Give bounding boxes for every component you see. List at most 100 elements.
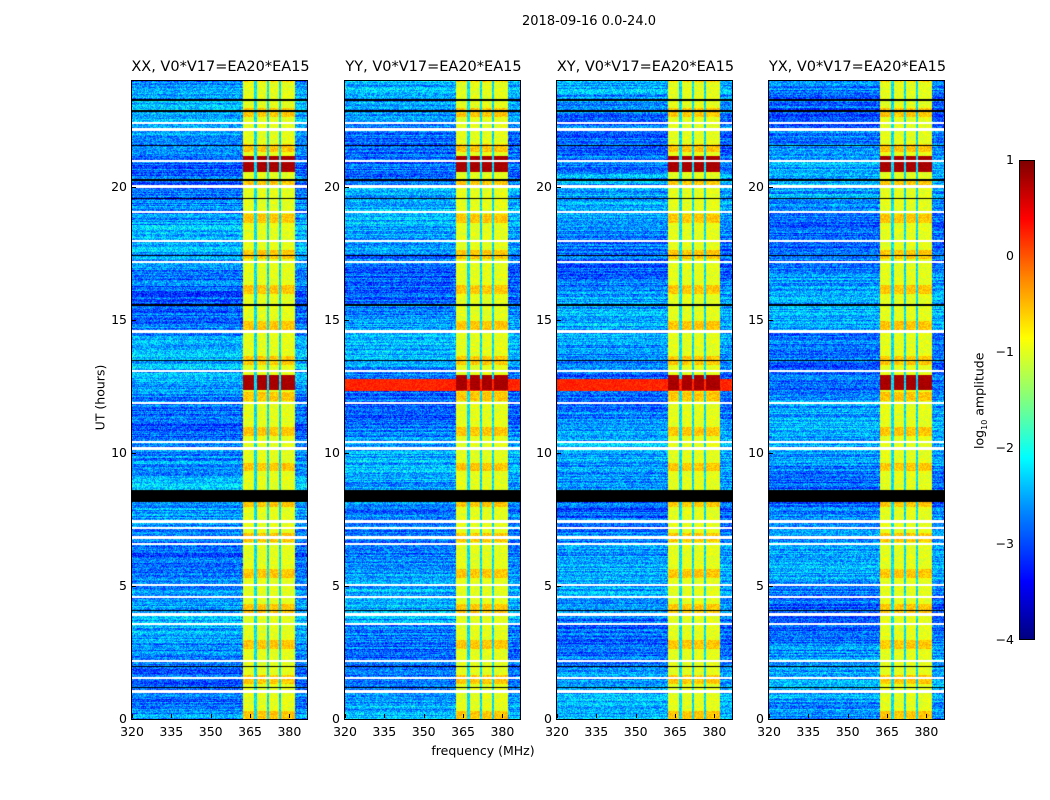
y-tick-label: 5 <box>332 578 340 594</box>
x-tick-mark <box>132 714 133 718</box>
y-tick-label: 20 <box>748 179 764 195</box>
x-tick-mark <box>423 714 425 718</box>
x-tick-label: 335 <box>372 724 397 739</box>
y-tick-label: 15 <box>111 312 127 328</box>
y-tick-mark <box>345 453 349 455</box>
panel-title: YY, V0*V17=EA20*EA15 <box>345 59 522 75</box>
heatmap-panel: YY, V0*V17=EA20*EA15 <box>344 59 522 720</box>
y-tick-mark <box>557 320 561 322</box>
y-tick-mark <box>345 320 349 322</box>
x-tick-label: 335 <box>796 724 821 739</box>
x-tick-label: 350 <box>198 724 223 739</box>
x-tick-label: 320 <box>545 724 569 739</box>
x-tick-label: 350 <box>623 724 648 739</box>
y-tick-label: 0 <box>756 711 764 726</box>
x-tick-label: 380 <box>914 724 939 739</box>
x-tick-mark <box>808 714 810 718</box>
colorbar-tick-label: −4 <box>995 632 1014 647</box>
x-tick-mark <box>596 714 598 718</box>
x-tick-label: 365 <box>451 724 475 739</box>
x-tick-label: 365 <box>663 724 687 739</box>
y-tick-label: 5 <box>756 578 764 594</box>
y-tick-label: 10 <box>748 445 764 461</box>
colorbar-tick-label: −3 <box>995 536 1014 551</box>
y-tick-mark <box>557 453 561 455</box>
heatmap-image <box>769 81 944 719</box>
x-tick-mark <box>557 714 558 718</box>
x-tick-label: 335 <box>159 724 184 739</box>
x-tick-label: 365 <box>238 724 262 739</box>
figure-title: 2018-09-16 0.0-24.0 <box>522 14 656 29</box>
x-tick-mark <box>463 714 465 718</box>
y-tick-mark <box>345 187 349 189</box>
y-tick-mark <box>132 719 136 720</box>
x-tick-mark <box>714 714 716 718</box>
y-tick-mark <box>345 719 349 720</box>
panel-title: XY, V0*V17=EA20*EA15 <box>556 59 735 75</box>
x-tick-mark <box>210 714 212 718</box>
panel-title: YX, V0*V17=EA20*EA15 <box>768 59 947 75</box>
x-tick-mark <box>847 714 849 718</box>
colorbar-tick-label: −2 <box>995 440 1014 455</box>
y-tick-label: 20 <box>111 179 127 195</box>
y-tick-label: 15 <box>324 312 340 328</box>
y-tick-mark <box>769 719 773 720</box>
y-tick-mark <box>132 453 136 455</box>
heatmap-image <box>557 81 732 719</box>
heatmap-panel: XX, V0*V17=EA20*EA15 <box>131 59 310 720</box>
heatmap-panel: YX, V0*V17=EA20*EA15 <box>768 59 946 720</box>
y-tick-label: 20 <box>324 179 340 195</box>
x-tick-label: 320 <box>757 724 781 739</box>
y-tick-label: 5 <box>119 578 127 594</box>
panel-title: XX, V0*V17=EA20*EA15 <box>131 59 310 75</box>
y-tick-label: 10 <box>324 445 340 461</box>
y-axis-label: UT (hours) <box>92 364 108 431</box>
x-tick-mark <box>926 714 928 718</box>
y-tick-mark <box>345 586 349 588</box>
y-tick-label: 20 <box>536 179 552 195</box>
x-tick-mark <box>384 714 386 718</box>
heatmap-image <box>132 81 307 719</box>
colorbar <box>1019 160 1035 640</box>
x-tick-mark <box>769 714 770 718</box>
colorbar-tick-label: 0 <box>1006 248 1014 263</box>
y-tick-label: 0 <box>544 711 552 726</box>
y-tick-label: 10 <box>536 445 552 461</box>
y-tick-mark <box>132 320 136 322</box>
y-tick-mark <box>769 586 773 588</box>
x-tick-mark <box>250 714 252 718</box>
x-tick-mark <box>675 714 677 718</box>
y-tick-mark <box>557 586 561 588</box>
x-tick-label: 380 <box>702 724 727 739</box>
x-tick-mark <box>887 714 889 718</box>
x-tick-mark <box>171 714 173 718</box>
y-tick-label: 5 <box>544 578 552 594</box>
x-tick-label: 335 <box>584 724 609 739</box>
x-axis-label: frequency (MHz) <box>431 743 535 758</box>
x-tick-label: 320 <box>120 724 144 739</box>
x-tick-label: 365 <box>875 724 899 739</box>
x-tick-label: 380 <box>277 724 302 739</box>
x-tick-label: 350 <box>411 724 436 739</box>
y-tick-mark <box>769 453 773 455</box>
x-tick-mark <box>635 714 637 718</box>
colorbar-tick-label: −1 <box>995 344 1014 359</box>
colorbar-label: log10 amplitude <box>971 352 989 449</box>
y-tick-mark <box>132 586 136 588</box>
heatmap-image <box>345 81 520 719</box>
x-tick-mark <box>345 714 346 718</box>
y-tick-mark <box>769 187 773 189</box>
y-tick-label: 0 <box>119 711 127 726</box>
y-tick-label: 15 <box>748 312 764 328</box>
colorbar-tick-label: 1 <box>1006 152 1014 167</box>
y-tick-mark <box>557 719 561 720</box>
x-tick-label: 350 <box>835 724 860 739</box>
y-tick-label: 0 <box>332 711 340 726</box>
y-tick-label: 15 <box>536 312 552 328</box>
heatmap-panel: XY, V0*V17=EA20*EA15 <box>556 59 734 720</box>
y-tick-label: 10 <box>111 445 127 461</box>
y-tick-mark <box>557 187 561 189</box>
x-tick-label: 380 <box>490 724 515 739</box>
x-tick-mark <box>502 714 504 718</box>
